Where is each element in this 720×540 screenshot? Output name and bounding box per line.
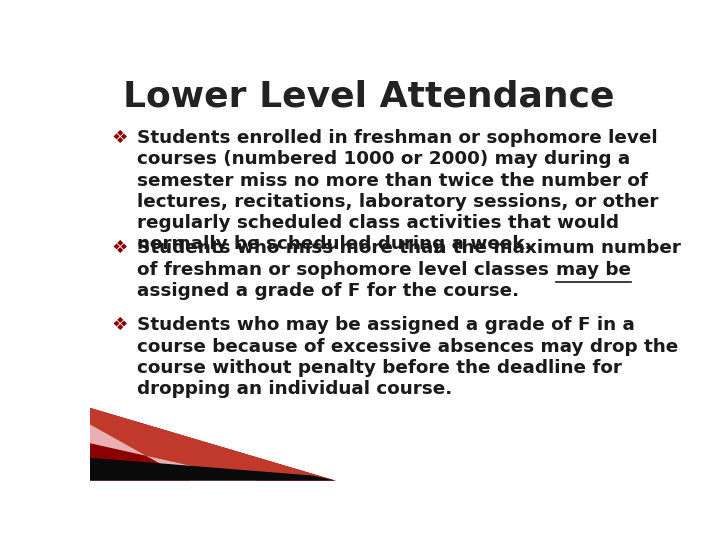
Text: ❖: ❖ <box>111 316 127 334</box>
Text: may be: may be <box>556 261 631 279</box>
Text: courses (numbered 1000 or 2000) may during a: courses (numbered 1000 or 2000) may duri… <box>138 151 631 168</box>
Text: course without penalty before the deadline for: course without penalty before the deadli… <box>138 359 622 377</box>
Text: regularly scheduled class activities that would: regularly scheduled class activities tha… <box>138 214 619 232</box>
Text: assigned a grade of F for the course.: assigned a grade of F for the course. <box>138 282 520 300</box>
Polygon shape <box>90 458 336 481</box>
Text: Students who may be assigned a grade of F in a: Students who may be assigned a grade of … <box>138 316 635 334</box>
Text: course because of excessive absences may drop the: course because of excessive absences may… <box>138 338 679 355</box>
Polygon shape <box>90 408 336 481</box>
Text: Lower Level Attendance: Lower Level Attendance <box>123 79 615 113</box>
Text: Students who miss more than the maximum number: Students who miss more than the maximum … <box>138 239 681 258</box>
Text: semester miss no more than twice the number of: semester miss no more than twice the num… <box>138 172 648 190</box>
Text: dropping an individual course.: dropping an individual course. <box>138 380 453 398</box>
Text: Students enrolled in freshman or sophomore level: Students enrolled in freshman or sophomo… <box>138 129 658 147</box>
Text: lectures, recitations, laboratory sessions, or other: lectures, recitations, laboratory sessio… <box>138 193 659 211</box>
Polygon shape <box>90 424 258 481</box>
Polygon shape <box>90 408 336 481</box>
Text: of freshman or sophomore level classes: of freshman or sophomore level classes <box>138 261 556 279</box>
Text: ❖: ❖ <box>111 129 127 147</box>
Text: normally be scheduled during a week.: normally be scheduled during a week. <box>138 235 532 253</box>
Text: ❖: ❖ <box>111 239 127 258</box>
